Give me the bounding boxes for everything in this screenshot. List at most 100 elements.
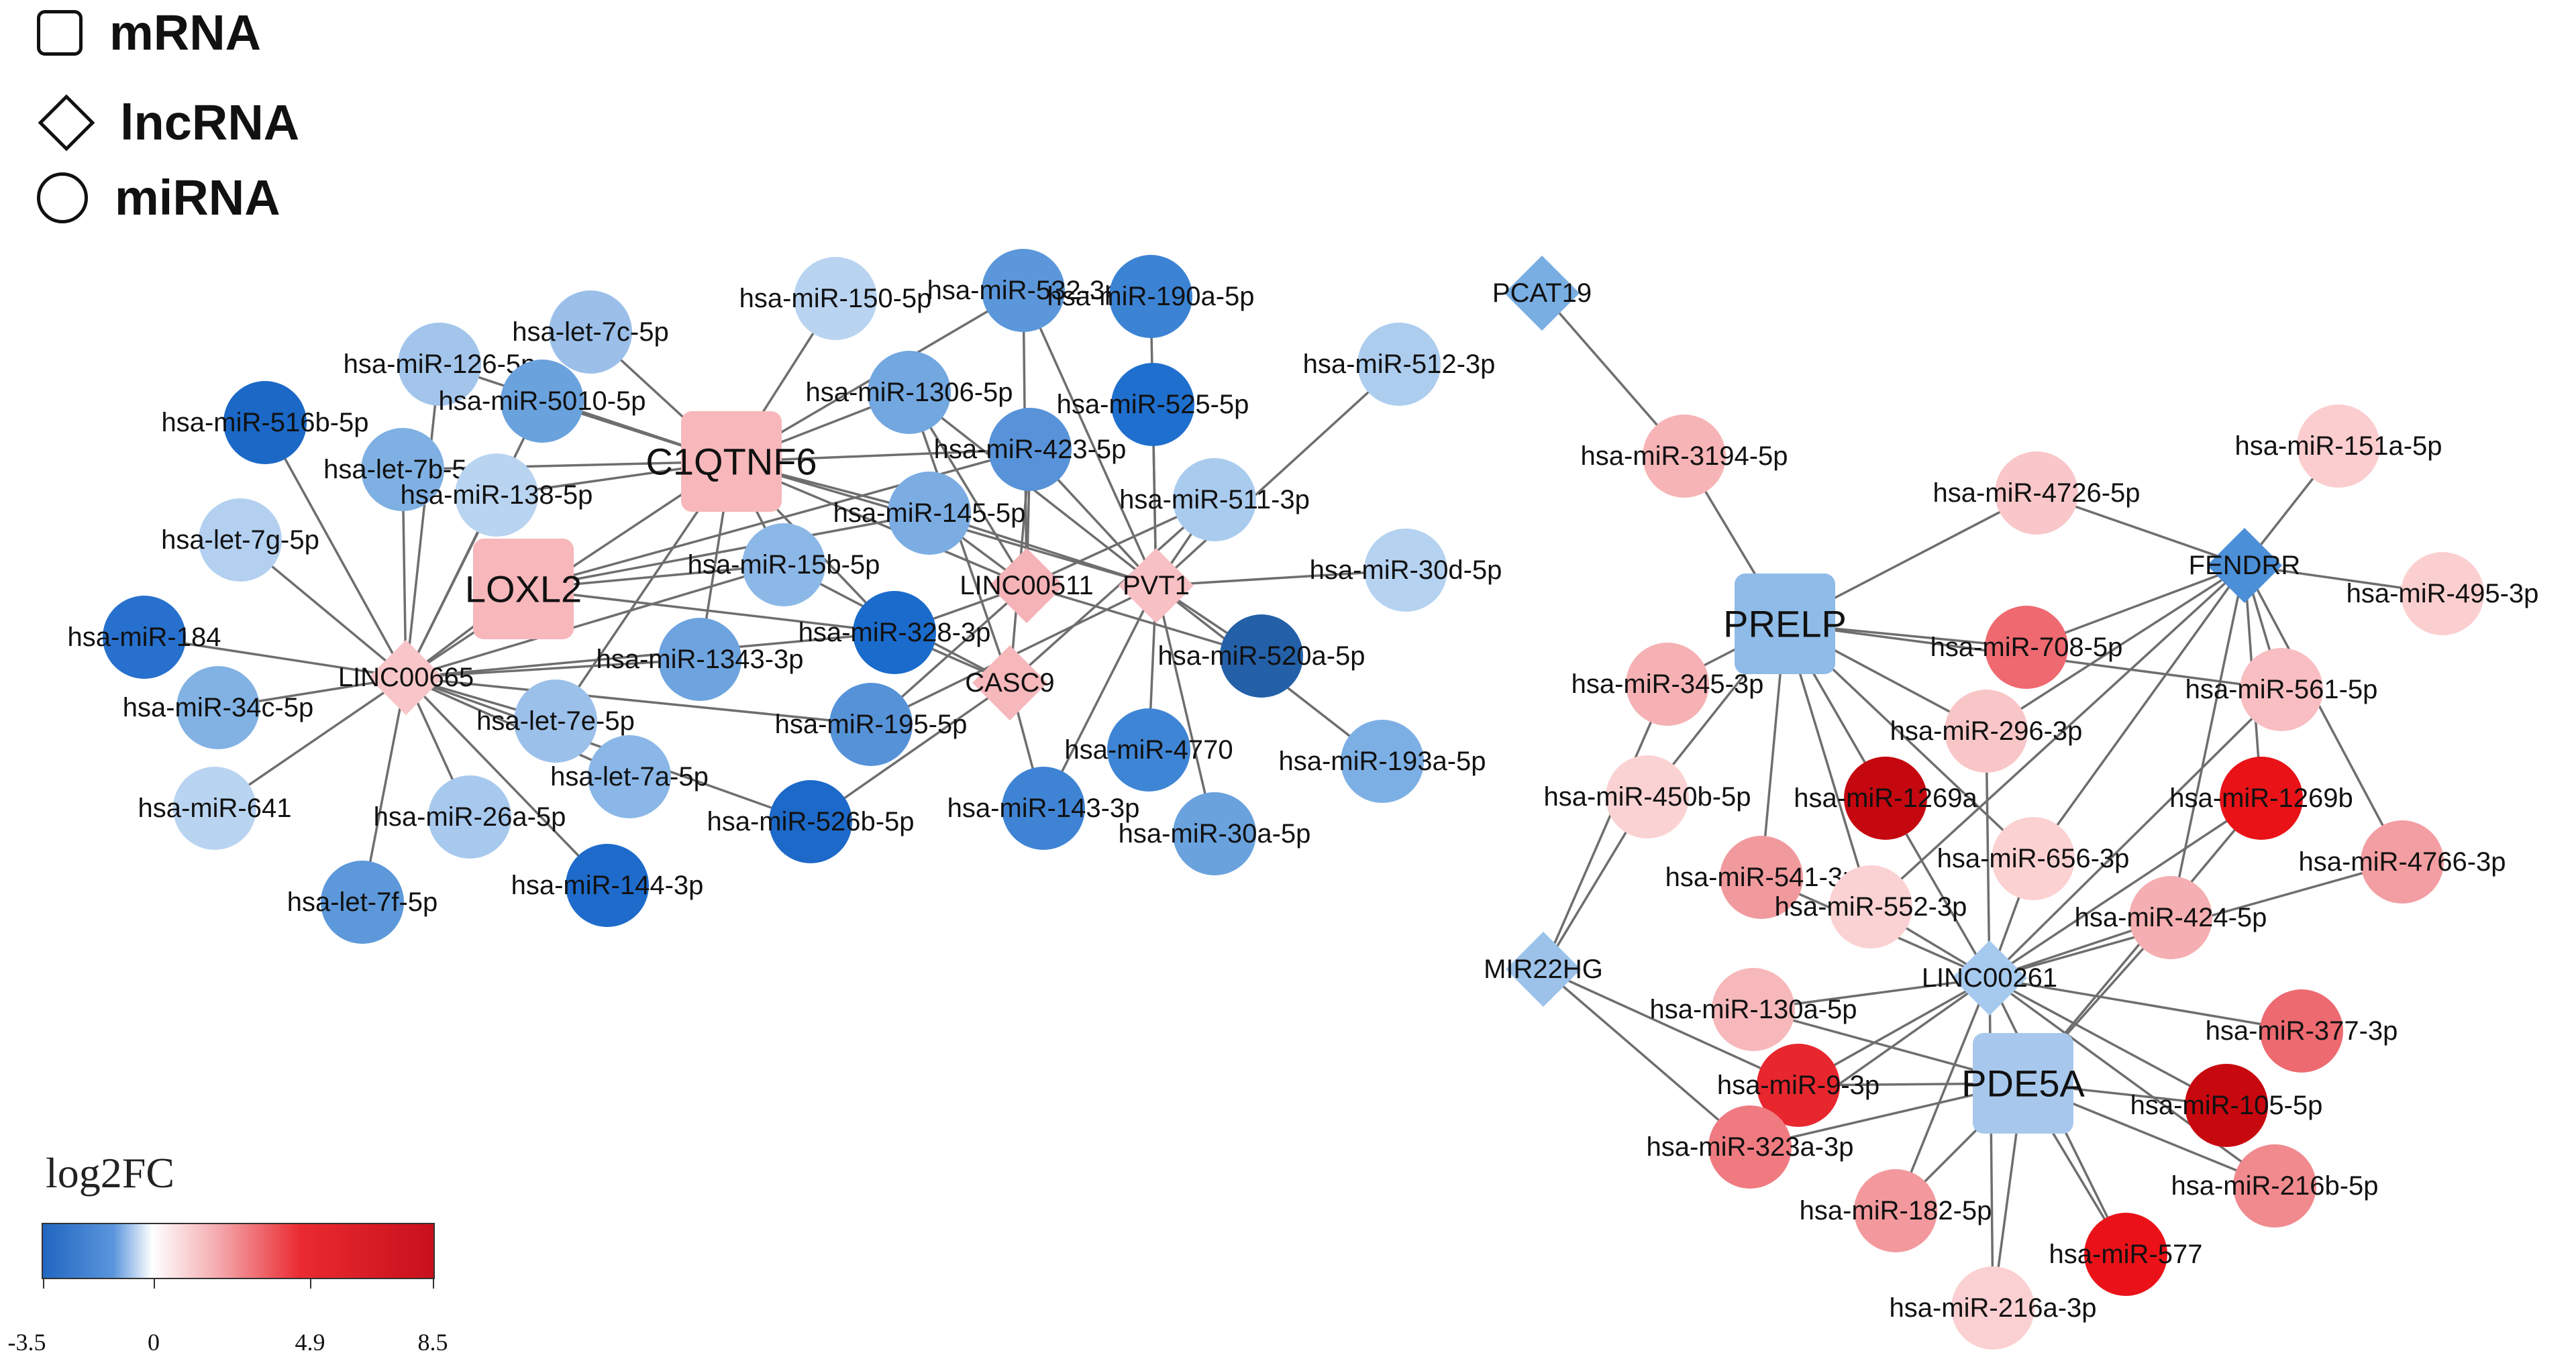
node-hsa-mir-190a-5p[interactable]: hsa-miR-190a-5p bbox=[1047, 255, 1255, 338]
node-casc9[interactable]: CASC9 bbox=[965, 645, 1055, 720]
node-hsa-mir-182-5p[interactable]: hsa-miR-182-5p bbox=[1800, 1169, 1992, 1252]
circle-node-shape bbox=[1951, 1266, 2034, 1350]
node-hsa-mir-216b-5p[interactable]: hsa-miR-216b-5p bbox=[2171, 1144, 2379, 1228]
node-hsa-mir-151a-5p[interactable]: hsa-miR-151a-5p bbox=[2234, 404, 2442, 488]
node-hsa-mir-105-5p[interactable]: hsa-miR-105-5p bbox=[2130, 1064, 2323, 1147]
node-label: hsa-miR-4766-3p bbox=[2298, 847, 2506, 877]
node-hsa-mir-4726-5p[interactable]: hsa-miR-4726-5p bbox=[1933, 451, 2141, 535]
edge bbox=[523, 588, 895, 634]
node-loxl2[interactable]: LOXL2 bbox=[465, 539, 582, 639]
node-hsa-mir-525-5p[interactable]: hsa-miR-525-5p bbox=[1057, 363, 1249, 446]
edge bbox=[1542, 684, 1669, 970]
node-label: hsa-miR-656-3p bbox=[1937, 844, 2130, 873]
node-hsa-let-7e-5p[interactable]: hsa-let-7e-5p bbox=[476, 679, 635, 763]
circle-node-shape bbox=[2260, 989, 2343, 1073]
node-hsa-mir-512-3p[interactable]: hsa-miR-512-3p bbox=[1303, 323, 1496, 406]
node-hsa-mir-130a-5p[interactable]: hsa-miR-130a-5p bbox=[1649, 968, 1857, 1051]
node-hsa-mir-26a-5p[interactable]: hsa-miR-26a-5p bbox=[374, 775, 566, 859]
node-hsa-mir-1343-3p[interactable]: hsa-miR-1343-3p bbox=[596, 618, 804, 701]
node-hsa-mir-193a-5p[interactable]: hsa-miR-193a-5p bbox=[1278, 720, 1486, 803]
node-hsa-mir-577[interactable]: hsa-miR-577 bbox=[2049, 1213, 2203, 1296]
node-hsa-mir-511-3p[interactable]: hsa-miR-511-3p bbox=[1119, 458, 1310, 541]
node-hsa-mir-328-3p[interactable]: hsa-miR-328-3p bbox=[798, 591, 991, 674]
node-hsa-mir-526b-5p[interactable]: hsa-miR-526b-5p bbox=[707, 780, 915, 863]
diamond-node-shape bbox=[1119, 548, 1194, 623]
node-linc00261[interactable]: LINC00261 bbox=[1922, 940, 2057, 1016]
node-hsa-mir-656-3p[interactable]: hsa-miR-656-3p bbox=[1937, 817, 2130, 900]
node-hsa-mir-641[interactable]: hsa-miR-641 bbox=[138, 767, 292, 850]
node-pcat19[interactable]: PCAT19 bbox=[1492, 256, 1592, 331]
node-fendrr[interactable]: FENDRR bbox=[2189, 528, 2301, 603]
node-hsa-mir-30d-5p[interactable]: hsa-miR-30d-5p bbox=[1310, 529, 1502, 612]
node-hsa-mir-1269b[interactable]: hsa-miR-1269b bbox=[2169, 757, 2353, 840]
node-label: hsa-miR-345-3p bbox=[1572, 669, 1764, 699]
circle-node-shape bbox=[1364, 529, 1447, 612]
node-label: FENDRR bbox=[2189, 551, 2301, 580]
node-hsa-mir-708-5p[interactable]: hsa-miR-708-5p bbox=[1930, 606, 2123, 689]
node-prelp[interactable]: PRELP bbox=[1723, 574, 1847, 674]
colorbar-tick-mark bbox=[43, 1279, 44, 1289]
node-hsa-mir-15b-5p[interactable]: hsa-miR-15b-5p bbox=[688, 523, 880, 606]
node-label: hsa-miR-526b-5p bbox=[707, 807, 914, 836]
node-hsa-mir-520a-5p[interactable]: hsa-miR-520a-5p bbox=[1157, 614, 1366, 698]
node-hsa-mir-323a-3p[interactable]: hsa-miR-323a-3p bbox=[1646, 1105, 1854, 1189]
node-hsa-mir-296-3p[interactable]: hsa-miR-296-3p bbox=[1890, 690, 2083, 773]
node-hsa-mir-495-3p[interactable]: hsa-miR-495-3p bbox=[2347, 552, 2539, 635]
node-hsa-mir-144-3p[interactable]: hsa-miR-144-3p bbox=[511, 844, 704, 927]
node-pde5a[interactable]: PDE5A bbox=[1961, 1033, 2085, 1134]
node-hsa-mir-195-5p[interactable]: hsa-miR-195-5p bbox=[775, 683, 968, 766]
node-hsa-mir-450b-5p[interactable]: hsa-miR-450b-5p bbox=[1543, 755, 1751, 838]
node-hsa-mir-126-5p[interactable]: hsa-miR-126-5p bbox=[344, 323, 536, 406]
node-hsa-mir-516b-5p[interactable]: hsa-miR-516b-5p bbox=[161, 381, 369, 464]
node-hsa-mir-541-3p[interactable]: hsa-miR-541-3p bbox=[1665, 836, 1858, 919]
node-hsa-mir-561-5p[interactable]: hsa-miR-561-5p bbox=[2185, 648, 2378, 731]
node-hsa-mir-424-5p[interactable]: hsa-miR-424-5p bbox=[2075, 876, 2267, 959]
node-hsa-mir-4766-3p[interactable]: hsa-miR-4766-3p bbox=[2298, 820, 2506, 904]
diamond-node-shape bbox=[2207, 528, 2282, 603]
edge bbox=[1988, 688, 2283, 979]
edge bbox=[1988, 977, 2276, 1187]
node-hsa-mir-532-3p[interactable]: hsa-miR-532-3p bbox=[927, 249, 1120, 332]
node-label: hsa-miR-4726-5p bbox=[1933, 478, 2140, 508]
node-label: hsa-miR-138-5p bbox=[401, 480, 593, 510]
node-hsa-mir-1269a[interactable]: hsa-miR-1269a bbox=[1794, 757, 1977, 840]
node-c1qtnf6[interactable]: C1QTNF6 bbox=[646, 411, 817, 512]
node-linc00665[interactable]: LINC00665 bbox=[338, 640, 474, 715]
node-label: hsa-miR-4770 bbox=[1064, 735, 1233, 765]
node-hsa-let-7c-5p[interactable]: hsa-let-7c-5p bbox=[512, 290, 669, 374]
node-hsa-mir-423-5p[interactable]: hsa-miR-423-5p bbox=[934, 408, 1127, 491]
node-hsa-mir-5010-5p[interactable]: hsa-miR-5010-5p bbox=[438, 360, 646, 443]
circle-node-shape bbox=[1757, 1044, 1840, 1127]
node-hsa-mir-3194-5p[interactable]: hsa-miR-3194-5p bbox=[1580, 415, 1788, 498]
node-label: hsa-miR-145-5p bbox=[833, 498, 1026, 528]
node-mir22hg[interactable]: MIR22HG bbox=[1484, 932, 1603, 1007]
node-hsa-let-7b-5p[interactable]: hsa-let-7b-5p bbox=[323, 428, 482, 511]
node-hsa-mir-138-5p[interactable]: hsa-miR-138-5p bbox=[401, 453, 593, 537]
node-hsa-mir-216a-3p[interactable]: hsa-miR-216a-3p bbox=[1889, 1266, 2097, 1350]
node-hsa-mir-9-3p[interactable]: hsa-miR-9-3p bbox=[1717, 1044, 1879, 1127]
node-hsa-mir-150-5p[interactable]: hsa-miR-150-5p bbox=[739, 257, 932, 340]
node-hsa-mir-1306-5p[interactable]: hsa-miR-1306-5p bbox=[805, 351, 1013, 434]
node-hsa-mir-34c-5p[interactable]: hsa-miR-34c-5p bbox=[123, 666, 314, 749]
node-linc00511[interactable]: LINC00511 bbox=[960, 548, 1094, 623]
node-label: hsa-miR-424-5p bbox=[2075, 903, 2267, 932]
node-hsa-mir-143-3p[interactable]: hsa-miR-143-3p bbox=[947, 767, 1140, 850]
node-hsa-mir-145-5p[interactable]: hsa-miR-145-5p bbox=[833, 472, 1026, 555]
circle-node-shape bbox=[398, 323, 481, 406]
node-hsa-mir-184[interactable]: hsa-miR-184 bbox=[68, 596, 221, 679]
node-hsa-mir-377-3p[interactable]: hsa-miR-377-3p bbox=[2206, 989, 2398, 1073]
node-pvt1[interactable]: PVT1 bbox=[1119, 548, 1194, 623]
node-hsa-mir-30a-5p[interactable]: hsa-miR-30a-5p bbox=[1119, 792, 1311, 875]
node-label: C1QTNF6 bbox=[646, 441, 817, 483]
node-hsa-mir-345-3p[interactable]: hsa-miR-345-3p bbox=[1572, 643, 1764, 726]
node-label: hsa-miR-525-5p bbox=[1057, 390, 1249, 419]
node-label: hsa-let-7a-5p bbox=[550, 762, 709, 792]
node-hsa-mir-552-3p[interactable]: hsa-miR-552-3p bbox=[1775, 865, 1967, 948]
diamond-node-shape bbox=[1952, 940, 2027, 1016]
node-hsa-mir-4770[interactable]: hsa-miR-4770 bbox=[1064, 708, 1233, 792]
node-hsa-let-7f-5p[interactable]: hsa-let-7f-5p bbox=[287, 861, 438, 944]
node-hsa-let-7a-5p[interactable]: hsa-let-7a-5p bbox=[550, 735, 709, 818]
edge bbox=[2243, 565, 2404, 863]
diamond-node-shape bbox=[989, 548, 1064, 623]
node-hsa-let-7g-5p[interactable]: hsa-let-7g-5p bbox=[161, 498, 319, 582]
